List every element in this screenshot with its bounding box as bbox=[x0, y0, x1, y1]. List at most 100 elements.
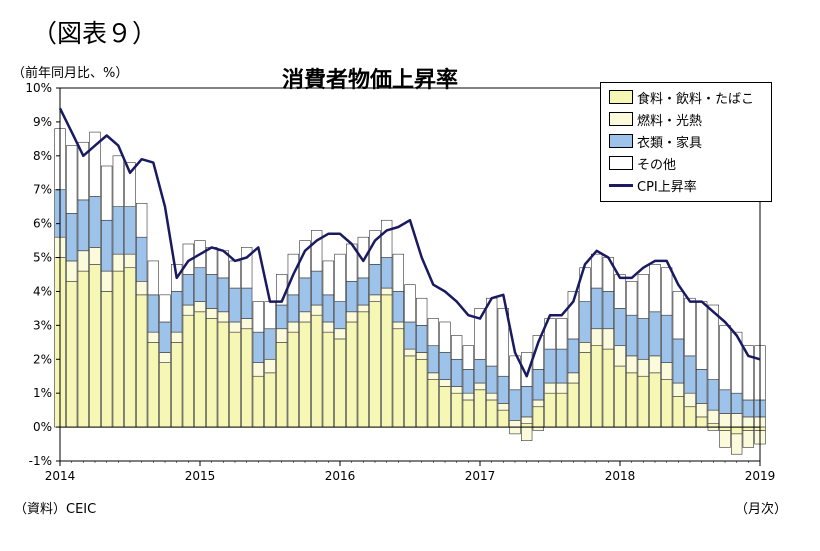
bar-segment-food bbox=[182, 314, 194, 428]
bar-segment-other bbox=[206, 247, 218, 275]
bar-segment-clothing bbox=[427, 345, 440, 374]
bar-segment-fuel bbox=[509, 420, 521, 428]
bar-segment-clothing bbox=[334, 301, 346, 330]
bar-segment-clothing bbox=[182, 274, 194, 306]
bar-segment-clothing bbox=[660, 314, 673, 363]
bar-segment-fuel bbox=[474, 382, 486, 391]
bar-segment-fuel bbox=[602, 328, 615, 350]
bar-segment-other bbox=[439, 321, 451, 353]
bar-segment-food bbox=[229, 331, 241, 428]
bar-segment-other bbox=[485, 297, 498, 367]
bar-segment-food bbox=[555, 392, 568, 428]
legend-label-cpi: CPI上昇率 bbox=[637, 179, 697, 195]
y-axis-unit-label: （前年同月比、%） bbox=[12, 66, 129, 81]
bar-segment-fuel bbox=[450, 386, 463, 394]
bar-segment-fuel bbox=[287, 321, 300, 333]
bar-segment-fuel bbox=[462, 392, 475, 401]
bar-segment-clothing bbox=[415, 325, 428, 353]
bar-segment-other bbox=[322, 260, 335, 296]
bar-segment-fuel bbox=[334, 328, 346, 340]
bar-segment-food bbox=[404, 355, 416, 428]
bar-segment-other bbox=[392, 253, 405, 292]
bar-segment-food bbox=[450, 392, 463, 428]
bar-segment-fuel bbox=[614, 345, 626, 367]
bar-segment-food bbox=[357, 311, 370, 428]
x-tick-label: 2019 bbox=[745, 469, 776, 483]
bar-segment-fuel bbox=[660, 362, 673, 380]
bar-segment-food bbox=[287, 331, 300, 428]
bar-segment-other bbox=[136, 202, 148, 238]
bar-segment-food bbox=[77, 270, 90, 428]
bar-segment-other bbox=[334, 253, 346, 302]
legend-item-other: その他 bbox=[609, 153, 676, 173]
bar-segment-food bbox=[649, 372, 661, 428]
bar-segment-clothing bbox=[299, 277, 311, 313]
bar-segment-clothing bbox=[520, 386, 533, 418]
bar-segment-food bbox=[485, 399, 498, 428]
legend-item-food: 食料・飲料・たばこ bbox=[609, 87, 754, 107]
bar-segment-other bbox=[77, 141, 90, 201]
bar-segment-clothing bbox=[380, 257, 393, 289]
bar-segment-food bbox=[66, 280, 78, 428]
bar-segment-fuel bbox=[485, 392, 498, 401]
bar-segment-clothing bbox=[719, 389, 731, 414]
bar-segment-food bbox=[567, 382, 580, 428]
bar-segment-other bbox=[89, 131, 101, 197]
y-tick-label: 1% bbox=[33, 386, 52, 400]
bars-layer bbox=[54, 128, 766, 455]
y-tick-label: 6% bbox=[33, 217, 52, 231]
bar-segment-other bbox=[649, 264, 661, 313]
bar-negative-food bbox=[719, 426, 731, 431]
bar-segment-clothing bbox=[147, 294, 159, 333]
bar-segment-food bbox=[124, 267, 136, 428]
bar-segment-other bbox=[660, 267, 673, 316]
bar-segment-fuel bbox=[392, 321, 405, 330]
axes-layer: 10% 9% 8% 7% 6% 5% 4% 3% 2% 1% 0% -1%2014 2015 2016 20… bbox=[25, 81, 775, 483]
y-tick-label: 9% bbox=[33, 115, 52, 129]
bar-segment-other bbox=[474, 308, 486, 360]
bar-segment-clothing bbox=[462, 369, 475, 394]
bar-segment-food bbox=[299, 321, 311, 428]
bar-segment-food bbox=[310, 314, 323, 428]
bar-segment-fuel bbox=[241, 318, 253, 330]
bar-segment-fuel bbox=[415, 352, 428, 360]
bar-segment-fuel bbox=[299, 311, 311, 323]
bar-segment-food bbox=[625, 372, 638, 428]
bar-segment-food bbox=[602, 348, 615, 428]
bar-negative-fuel bbox=[707, 426, 720, 431]
bar-segment-clothing bbox=[310, 270, 323, 306]
bar-segment-other bbox=[124, 162, 136, 207]
bar-segment-fuel bbox=[217, 311, 229, 323]
y-tick-label: 5% bbox=[33, 251, 52, 265]
bar-segment-clothing bbox=[229, 287, 241, 323]
source-label: （資料）CEIC bbox=[14, 502, 97, 517]
bar-segment-clothing bbox=[89, 196, 101, 248]
bar-segment-fuel bbox=[66, 260, 78, 282]
bar-negative-fuel bbox=[719, 430, 731, 448]
bar-segment-clothing bbox=[497, 375, 510, 404]
bar-segment-other bbox=[252, 301, 264, 333]
bar-segment-other bbox=[101, 165, 113, 221]
bar-segment-fuel bbox=[229, 321, 241, 333]
bar-segment-fuel bbox=[357, 304, 370, 313]
bar-segment-fuel bbox=[206, 308, 218, 319]
bar-segment-other bbox=[555, 318, 568, 350]
legend-label-fuel: 燃料・光熱 bbox=[637, 113, 703, 129]
bar-segment-food bbox=[334, 338, 346, 428]
bar-segment-other bbox=[637, 274, 650, 319]
bar-segment-food bbox=[101, 291, 113, 428]
cpi-line bbox=[58, 107, 761, 378]
bar-segment-food bbox=[637, 375, 650, 428]
bar-segment-fuel bbox=[555, 382, 568, 394]
bar-negative-fuel bbox=[520, 426, 533, 441]
bar-segment-other bbox=[590, 253, 603, 289]
bar-segment-fuel bbox=[147, 331, 159, 343]
bar-segment-other bbox=[112, 155, 125, 207]
bar-segment-fuel bbox=[637, 358, 650, 377]
bar-segment-food bbox=[520, 423, 533, 428]
bar-segment-other bbox=[264, 301, 276, 330]
bar-negative-food bbox=[730, 426, 743, 435]
y-tick-label: -1% bbox=[29, 454, 52, 468]
legend-item-fuel: 燃料・光熱 bbox=[609, 109, 702, 129]
legend-swatch-clothing bbox=[609, 134, 633, 148]
